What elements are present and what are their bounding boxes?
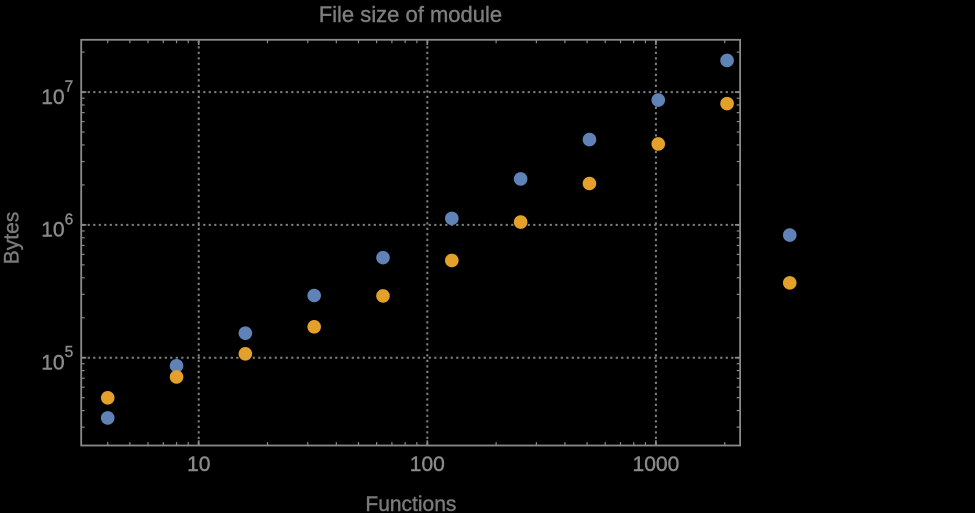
y-tick-labels: 105 106 107 — [41, 78, 73, 374]
series-1-point — [513, 172, 528, 186]
series-1-point — [100, 411, 115, 425]
series-1-point — [445, 211, 459, 226]
series-2-points — [100, 96, 797, 405]
series-2-point — [307, 319, 321, 334]
series-1-point — [169, 358, 184, 373]
x-tick-label: 10 — [187, 453, 210, 476]
x-tick-label: 1000 — [633, 453, 680, 476]
series-1-point — [376, 250, 390, 265]
gridlines — [82, 40, 740, 445]
series-2-point — [582, 176, 597, 191]
series-2-point — [445, 253, 459, 268]
y-tick-label: 105 — [41, 344, 73, 374]
series-2-point — [782, 276, 797, 290]
series-2-point — [238, 346, 253, 361]
series-2-point — [513, 215, 528, 229]
series-2-point — [651, 137, 666, 151]
ticks — [81, 39, 741, 446]
x-axis-label: Functions — [365, 493, 456, 513]
y-axis-label: Bytes — [0, 212, 23, 265]
series-2-point — [720, 96, 734, 111]
series-2-point — [100, 390, 115, 405]
y-tick-label: 107 — [41, 79, 73, 109]
x-tick-labels: 10 100 1000 — [187, 453, 680, 476]
series-1-points — [100, 53, 797, 425]
series-1-point — [238, 326, 253, 340]
chart-title: File size of module — [319, 2, 502, 27]
series-2-point — [169, 370, 184, 384]
series-1-point — [651, 93, 666, 107]
x-tick-label: 100 — [410, 453, 445, 476]
plot-frame — [80, 38, 742, 447]
series-1-point — [782, 228, 797, 242]
series-1-point — [720, 53, 734, 68]
series-2-point — [376, 289, 390, 303]
series-1-point — [582, 132, 597, 147]
series-1-point — [307, 288, 321, 303]
y-tick-label: 106 — [41, 211, 73, 241]
